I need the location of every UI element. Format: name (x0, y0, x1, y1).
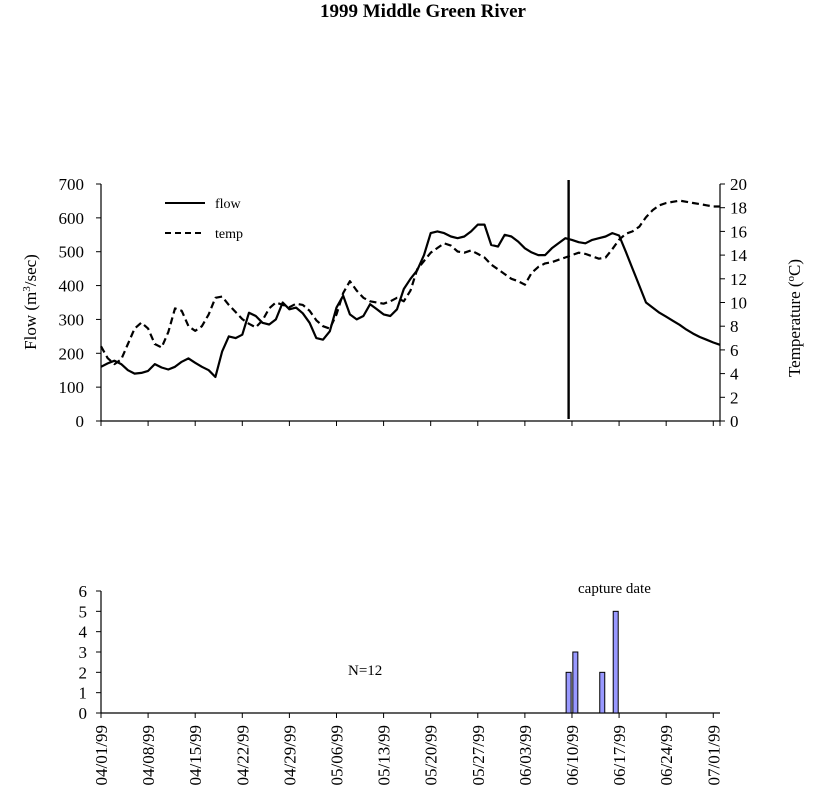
bottom-x-tick-label: 05/27/99 (469, 725, 488, 785)
bottom-x-tick-label: 06/24/99 (657, 725, 676, 785)
left-axis-label-sup: 3 (21, 286, 33, 292)
left-tick-label: 200 (59, 344, 85, 363)
capture-bar (612, 610, 619, 714)
left-tick-label: 400 (59, 277, 85, 296)
top-chart: 010020030040050060070002468101214161820 … (21, 175, 804, 431)
right-tick-label: 10 (730, 294, 747, 313)
bottom-y-tick-label: 5 (79, 602, 88, 621)
bottom-y-tick-label: 3 (79, 643, 88, 662)
bottom-y-tick-label: 0 (79, 704, 88, 723)
bottom-x-tick-label: 04/15/99 (186, 725, 205, 785)
right-tick-label: 12 (730, 270, 747, 289)
right-tick-label: 2 (730, 388, 739, 407)
left-tick-label: 700 (59, 175, 85, 194)
series-temp-line (100, 199, 720, 366)
right-tick-label: 6 (730, 341, 739, 360)
left-tick-label: 500 (59, 243, 85, 262)
chart-title: 1999 Middle Green River (320, 1, 527, 22)
right-axis-label-sup: o (785, 275, 797, 281)
left-axis-label-post: /sec) (21, 254, 40, 286)
bottom-x-tick-label: 06/03/99 (516, 725, 535, 785)
bottom-x-tick-label: 04/22/99 (233, 725, 252, 785)
right-tick-label: 8 (730, 317, 739, 336)
bottom-y-tick-label: 2 (79, 663, 88, 682)
bottom-axes: 01 234 56 04/01/99 04/08/99 04/15/99 04/22/99 0… (79, 582, 724, 785)
n-annotation: N=12 (348, 663, 382, 679)
bottom-x-tick-label: 04/29/99 (280, 725, 299, 785)
capture-date-annotation: capture date (578, 581, 651, 597)
bottom-chart: 01 234 56 04/01/99 04/08/99 04/15/99 04/22/99 0… (79, 581, 724, 785)
right-axis-label-post: C) (785, 259, 804, 276)
bottom-y-tick-label: 6 (79, 582, 88, 601)
bottom-x-tick-label: 04/08/99 (139, 725, 158, 785)
capture-bar (599, 671, 606, 714)
bottom-x-tick-label: 05/13/99 (375, 725, 394, 785)
legend-temp-label: temp (215, 227, 243, 242)
series-flow-line (100, 223, 721, 379)
left-axis-label-pre: Flow (m (21, 292, 40, 350)
capture-bar (565, 671, 572, 714)
bottom-x-tick-label: 05/20/99 (422, 725, 441, 785)
left-axis-label: Flow (m3/sec) (21, 254, 40, 350)
bottom-x-tick-label: 07/01/99 (704, 725, 723, 785)
bottom-x-tick-label: 06/10/99 (563, 725, 582, 785)
bottom-x-tick-label: 06/17/99 (610, 725, 629, 785)
bottom-bars (565, 610, 619, 714)
left-tick-label: 600 (59, 209, 85, 228)
bottom-x-tick-label: 05/06/99 (327, 725, 346, 785)
right-axis-label-pre: Temperature ( (785, 281, 804, 377)
right-tick-label: 16 (730, 222, 747, 241)
right-tick-label: 14 (730, 246, 748, 265)
right-tick-label: 0 (730, 412, 739, 431)
left-tick-label: 300 (59, 310, 85, 329)
left-tick-label: 100 (59, 378, 85, 397)
top-axes: 0 100 200 300 400 500 600 700 0 2 4 6 8 10 12 14 16 18 20 (59, 175, 748, 431)
legend-flow-label: flow (215, 197, 242, 212)
bottom-y-tick-label: 1 (79, 684, 88, 703)
legend: flow temp (165, 197, 243, 242)
top-series (100, 199, 721, 379)
bottom-x-tick-label: 04/01/99 (92, 725, 111, 785)
right-tick-label: 20 (730, 175, 747, 194)
right-axis-label: Temperature (oC) (785, 259, 804, 377)
bottom-y-tick-label: 4 (79, 623, 88, 642)
capture-bar (572, 651, 579, 714)
right-tick-label: 18 (730, 199, 747, 218)
right-tick-label: 4 (730, 365, 739, 384)
left-tick-label: 0 (76, 412, 85, 431)
